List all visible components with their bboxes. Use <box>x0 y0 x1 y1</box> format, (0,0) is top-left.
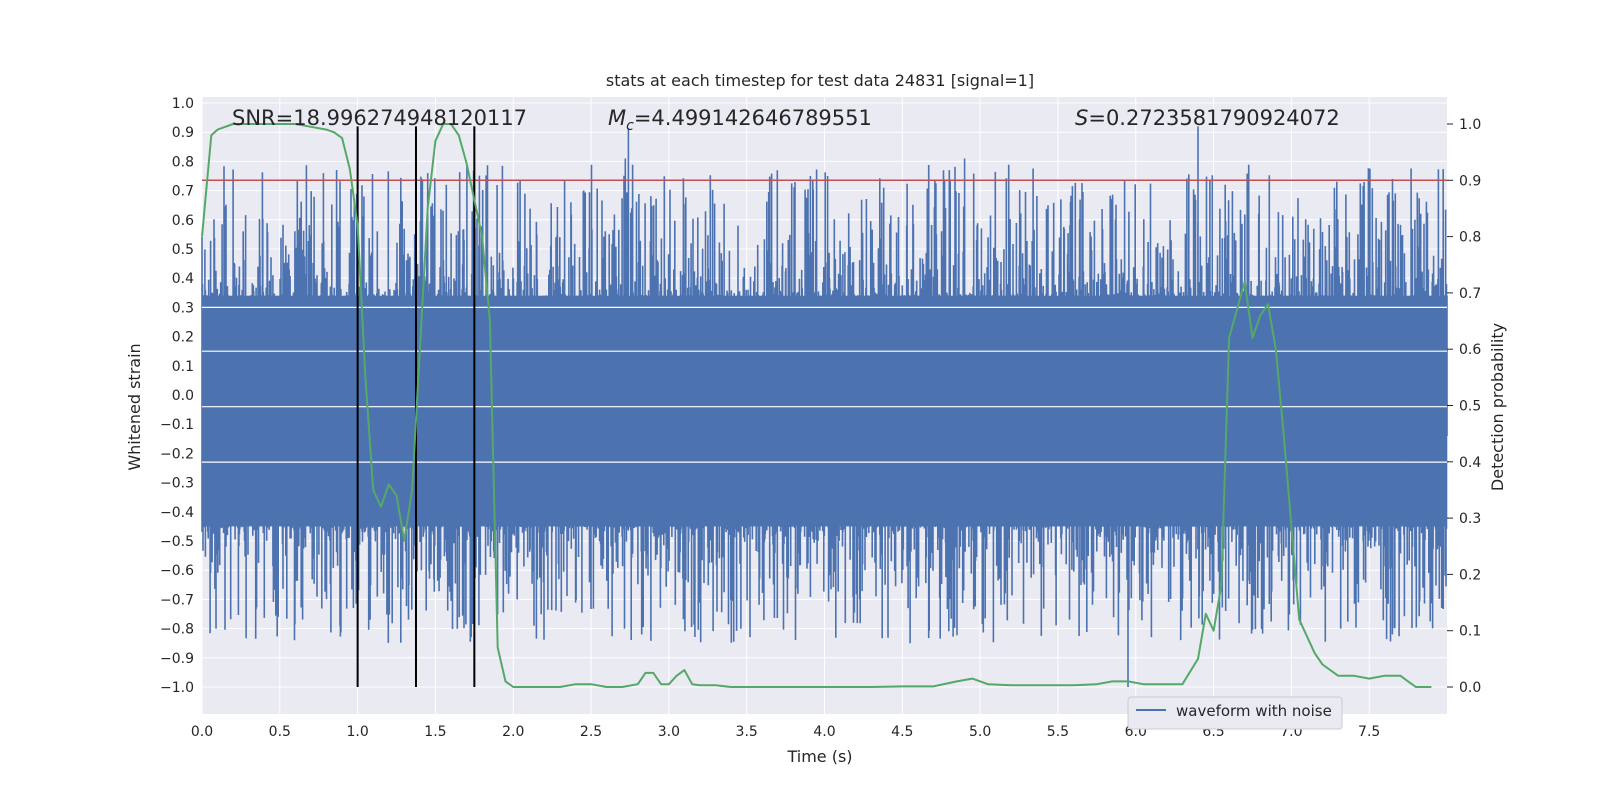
y-tick-label: −1.0 <box>160 680 194 696</box>
y-tick-label: 0.4 <box>172 271 194 287</box>
y-tick-label: −0.6 <box>160 563 194 579</box>
legend-label-waveform: waveform with noise <box>1176 702 1332 720</box>
x-tick-label: 1.0 <box>346 724 368 740</box>
y-tick-label: 0.3 <box>172 300 194 316</box>
probability-series <box>201 123 1432 688</box>
x-tick-label: 0.5 <box>269 724 291 740</box>
y2-tick-labels: 1.0 0.9 0.8 0.7 0.6 0.5 0.4 0.3 0.2 0.1 0.0 <box>1447 117 1481 696</box>
y2-tick-label: 0.6 <box>1459 342 1481 358</box>
y2-tick-label: 0.2 <box>1459 567 1481 583</box>
y-axis-label: Whitened strain <box>125 343 144 470</box>
x-tick-label: 0.0 <box>191 724 213 740</box>
y2-tick-label: 0.3 <box>1459 511 1481 527</box>
y-tick-label: −0.7 <box>160 592 194 608</box>
x-tick-label: 3.5 <box>736 724 758 740</box>
y2-tick-label: 0.1 <box>1459 624 1481 640</box>
y-tick-label: 0.9 <box>172 125 194 141</box>
s-symbol: S <box>1075 106 1088 130</box>
chirp-mass-annotation: Mc=4.499142646789551 <box>608 106 872 134</box>
y-tick-label: 0.0 <box>172 388 194 404</box>
waveform-series <box>201 126 1448 687</box>
y-tick-label: 1.0 <box>172 96 194 112</box>
y-tick-label: −0.8 <box>160 622 194 638</box>
y2-tick-label: 1.0 <box>1459 117 1481 133</box>
y-tick-label: −0.1 <box>160 417 194 433</box>
y2-axis-label: Detection probability <box>1488 323 1507 491</box>
x-tick-label: 5.0 <box>969 724 991 740</box>
x-tick-label: 1.5 <box>424 724 446 740</box>
chirp-mass-symbol: M <box>608 106 626 130</box>
y-tick-label: 0.7 <box>172 184 194 200</box>
snr-annotation: SNR=18.996274948120117 <box>232 106 527 130</box>
y2-tick-label: 0.0 <box>1459 680 1481 696</box>
y2-tick-label: 0.7 <box>1459 286 1481 302</box>
legend-box <box>1127 696 1343 730</box>
y2-tick-label: 0.9 <box>1459 173 1481 189</box>
y-tick-labels: 1.0 0.9 0.8 0.7 0.6 0.5 0.4 0.3 0.2 0.1 0.0 −0.1 −0.… <box>160 96 194 696</box>
s-value: =0.2723581790924072 <box>1088 106 1339 130</box>
x-tick-label: 7.5 <box>1358 724 1380 740</box>
y2-tick-label: 0.5 <box>1459 399 1481 415</box>
y-tick-label: 0.5 <box>172 242 194 258</box>
waveform-trace <box>201 126 1448 687</box>
chart-title: stats at each timestep for test data 248… <box>606 71 1034 90</box>
y-tick-label: −0.5 <box>160 534 194 550</box>
y-tick-label: 0.6 <box>172 213 194 229</box>
x-tick-label: 3.0 <box>658 724 680 740</box>
y-tick-label: −0.2 <box>160 446 194 462</box>
x-axis-label: Time (s) <box>786 747 852 766</box>
x-tick-label: 2.5 <box>580 724 602 740</box>
y-tick-label: 0.2 <box>172 330 194 346</box>
s-annotation: S=0.2723581790924072 <box>1075 106 1340 130</box>
probability-line <box>201 123 1432 688</box>
x-tick-label: 5.5 <box>1047 724 1069 740</box>
x-tick-label: 4.0 <box>813 724 835 740</box>
x-tick-label: 2.0 <box>502 724 524 740</box>
x-tick-labels: 0.0 0.5 1.0 1.5 2.0 2.5 3.0 3.5 4.0 4.5 5.0 5.5 6.0 6… <box>191 724 1380 740</box>
legend: waveform with noise <box>1127 696 1343 730</box>
x-tick-label: 4.5 <box>891 724 913 740</box>
chirp-mass-subscript: c <box>626 118 634 134</box>
y-tick-label: −0.3 <box>160 476 194 492</box>
chirp-mass-value: =4.499142646789551 <box>634 106 872 130</box>
y2-tick-label: 0.4 <box>1459 455 1481 471</box>
y2-tick-label: 0.8 <box>1459 230 1481 246</box>
y-tick-label: −0.4 <box>160 505 194 521</box>
y-tick-label: −0.9 <box>160 651 194 667</box>
y-tick-label: 0.1 <box>172 359 194 375</box>
y-tick-label: 0.8 <box>172 154 194 170</box>
